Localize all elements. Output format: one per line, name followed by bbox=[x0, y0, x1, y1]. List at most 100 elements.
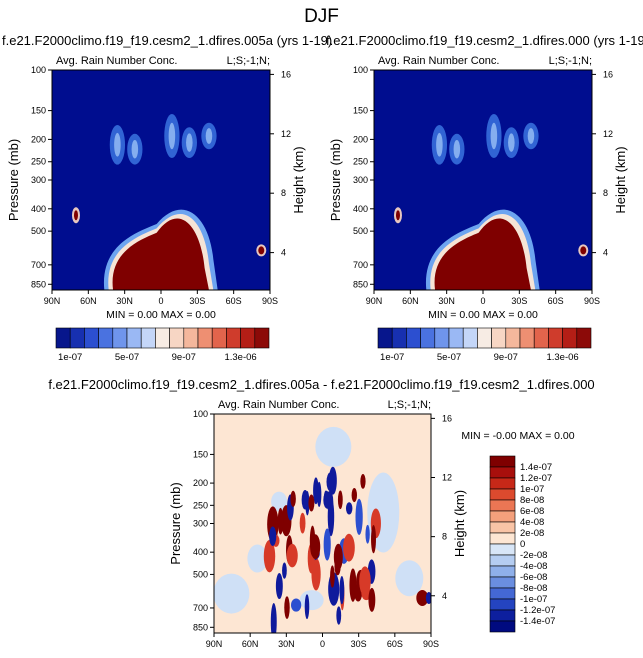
positive-anomaly bbox=[360, 473, 366, 489]
colorbar-cell bbox=[226, 327, 241, 349]
units-label: L;S;-1;N; bbox=[388, 399, 431, 411]
y2-tick-label: 4 bbox=[442, 591, 447, 601]
x-tick-label: 60S bbox=[387, 639, 403, 649]
light-blue-patch bbox=[395, 560, 424, 597]
panel-2-title: f.e21.F2000climo.f19_f19.cesm2_1.dfires.… bbox=[326, 33, 643, 48]
y2-tick-label: 12 bbox=[442, 473, 452, 483]
colorbar-cell bbox=[489, 609, 516, 622]
field-label: Avg. Rain Number Conc. bbox=[218, 399, 339, 411]
x-tick-label: 60N bbox=[402, 296, 419, 306]
negative-anomaly bbox=[304, 594, 310, 620]
plot-area-1 bbox=[48, 69, 274, 294]
plot-field-1 bbox=[52, 70, 270, 290]
x-tick-label: 90S bbox=[584, 296, 600, 306]
plot-area-3 bbox=[210, 413, 435, 637]
light-blue-patch bbox=[315, 426, 352, 467]
diff-panel-title: f.e21.F2000climo.f19_f19.cesm2_1.dfires.… bbox=[48, 377, 595, 392]
colorbar-cell bbox=[112, 327, 128, 349]
positive-anomaly bbox=[330, 565, 335, 588]
negative-anomaly bbox=[291, 598, 302, 612]
plot-field-2 bbox=[374, 70, 592, 290]
negative-anomaly bbox=[425, 591, 431, 604]
y-tick-label: 200 bbox=[193, 478, 208, 488]
y-tick-label: 100 bbox=[31, 65, 46, 75]
colorbar-cell bbox=[254, 327, 270, 349]
x-tick-label: 90S bbox=[423, 639, 439, 649]
colorbar-label: 6e-08 bbox=[520, 506, 544, 517]
panel-1-title: f.e21.F2000climo.f19_f19.cesm2_1.dfires.… bbox=[2, 33, 333, 48]
y-tick-label: 700 bbox=[31, 260, 46, 270]
upper-streak-core bbox=[205, 128, 213, 144]
colorbar-label: 1e-07 bbox=[380, 352, 404, 363]
positive-anomaly bbox=[284, 596, 290, 619]
positive-anomaly bbox=[286, 543, 298, 568]
colorbar-3 bbox=[489, 455, 516, 633]
colorbar-cell bbox=[489, 598, 516, 611]
x-tick-label: 30N bbox=[116, 296, 133, 306]
y-tick-label: 250 bbox=[353, 157, 368, 167]
negative-anomaly bbox=[270, 603, 277, 633]
colorbar-label: -8e-08 bbox=[520, 583, 547, 594]
y2-axis-title: Height (km) bbox=[291, 146, 306, 213]
negative-anomaly bbox=[365, 524, 370, 544]
y-tick-label: 700 bbox=[353, 260, 368, 270]
positive-anomaly bbox=[416, 589, 429, 606]
x-tick-label: 30S bbox=[511, 296, 527, 306]
colorbar-cell bbox=[462, 327, 478, 349]
x-tick-label: 30N bbox=[278, 639, 295, 649]
field-label: Avg. Rain Number Conc. bbox=[56, 55, 177, 67]
colorbar-1 bbox=[55, 327, 270, 349]
y2-tick-label: 8 bbox=[442, 532, 447, 542]
x-tick-label: 0 bbox=[320, 639, 325, 649]
lower-max-lobe bbox=[112, 218, 209, 290]
negative-anomaly bbox=[323, 491, 332, 509]
colorbar-cell bbox=[489, 565, 516, 578]
colorbar-cell bbox=[562, 327, 578, 349]
colorbar-label: 8e-08 bbox=[520, 495, 544, 506]
colorbar-cell bbox=[377, 327, 393, 349]
x-tick-label: 90N bbox=[366, 296, 383, 306]
y-tick-label: 400 bbox=[193, 547, 208, 557]
colorbar-label: 1e-07 bbox=[58, 352, 82, 363]
positive-anomaly bbox=[277, 507, 284, 535]
negative-anomaly bbox=[269, 526, 277, 546]
y-tick-label: 300 bbox=[31, 175, 46, 185]
colorbar-cell bbox=[169, 327, 185, 349]
colorbar-cell bbox=[489, 587, 516, 600]
colorbar-cell bbox=[183, 327, 199, 349]
y-tick-label: 150 bbox=[353, 106, 368, 116]
positive-anomaly bbox=[333, 543, 343, 571]
colorbar-cell bbox=[140, 327, 156, 349]
main-title: DJF bbox=[304, 6, 339, 27]
colorbar-cell bbox=[548, 327, 563, 349]
y-tick-label: 200 bbox=[353, 134, 368, 144]
x-tick-label: 60N bbox=[80, 296, 97, 306]
lower-max-lobe bbox=[434, 218, 531, 290]
positive-anomaly bbox=[351, 487, 358, 503]
y-tick-label: 100 bbox=[353, 65, 368, 75]
colorbar-cell bbox=[155, 327, 170, 349]
positive-anomaly bbox=[371, 524, 376, 554]
light-blue-patch bbox=[247, 544, 268, 573]
colorbar-label: 5e-07 bbox=[115, 352, 139, 363]
positive-anomaly bbox=[263, 540, 276, 573]
upper-streak-core bbox=[114, 132, 121, 157]
y-tick-label: 250 bbox=[193, 500, 208, 510]
x-tick-label: 60S bbox=[548, 296, 564, 306]
upper-streak-core bbox=[527, 128, 535, 144]
light-blue-patch bbox=[271, 491, 288, 512]
colorbar-label: -1e-07 bbox=[520, 594, 547, 605]
colorbar-label: 1.4e-07 bbox=[520, 462, 552, 473]
x-tick-label: 60N bbox=[242, 639, 259, 649]
colorbar-cell bbox=[240, 327, 256, 349]
y-tick-label: 850 bbox=[193, 622, 208, 632]
negative-anomaly bbox=[316, 481, 322, 507]
x-tick-label: 30S bbox=[189, 296, 205, 306]
y-axis-title: Pressure (mb) bbox=[6, 139, 21, 221]
light-blue-patch bbox=[214, 573, 250, 614]
negative-anomaly bbox=[323, 528, 331, 561]
x-tick-label: 0 bbox=[158, 296, 163, 306]
colorbar-cell bbox=[489, 466, 516, 479]
x-tick-label: 90S bbox=[262, 296, 278, 306]
positive-anomaly bbox=[337, 490, 343, 510]
